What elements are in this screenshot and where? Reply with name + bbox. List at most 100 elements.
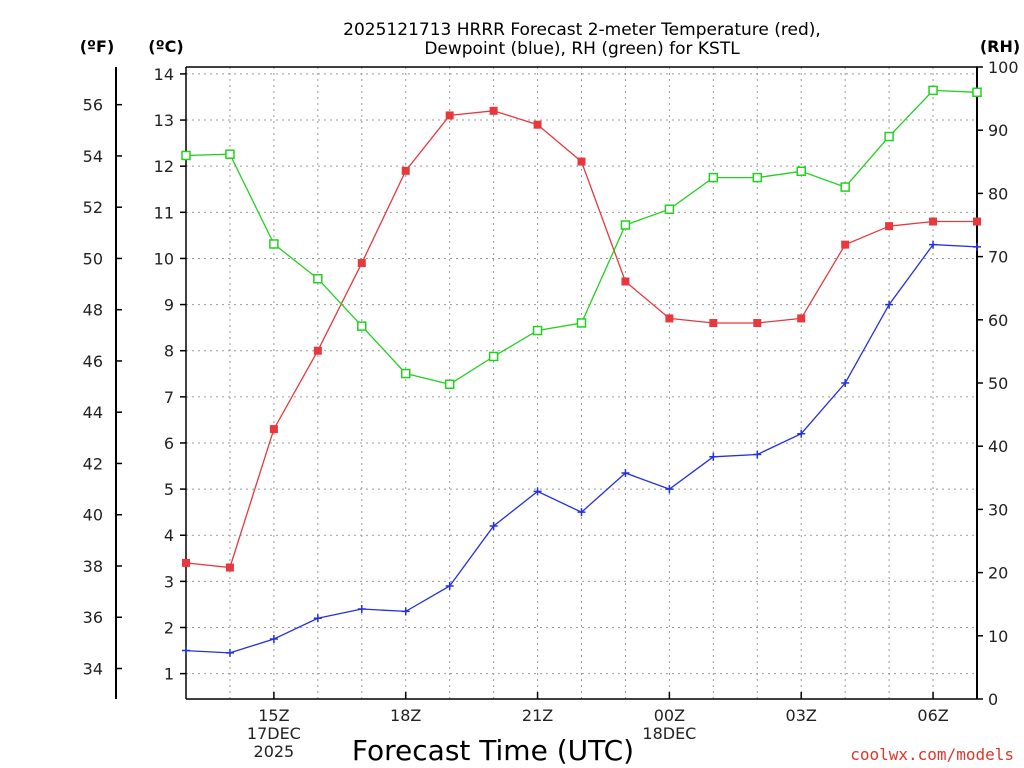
temperature-point	[973, 217, 981, 226]
rh-unit-label: (RH)	[980, 37, 1020, 56]
dewpoint-point	[489, 522, 498, 531]
temperature-point	[885, 222, 894, 231]
chart-title-line1: 2025121713 HRRR Forecast 2-meter Tempera…	[343, 20, 821, 40]
dewpoint-point	[973, 242, 981, 251]
celsius-tick-label: 3	[164, 572, 174, 591]
temperature-point	[182, 558, 190, 567]
rh-point	[444, 379, 455, 390]
rh-tick-label: 50	[988, 374, 1008, 393]
temperature-point	[621, 277, 630, 286]
rh-point	[884, 131, 894, 142]
temperature-point	[313, 346, 322, 355]
dewpoint-series-line	[185, 243, 978, 654]
fahrenheit-tick-label: 36	[83, 608, 103, 627]
x-tick-label: 17DEC	[247, 724, 301, 743]
dewpoint-point	[841, 379, 850, 387]
temperature-point	[225, 563, 234, 572]
fahrenheit-tick-label: 52	[83, 198, 103, 217]
dewpoint-point	[357, 605, 366, 614]
x-tick-label: 06Z	[917, 706, 948, 725]
rh-point	[488, 351, 499, 362]
temperature-point	[797, 314, 806, 323]
fahrenheit-tick-label: 44	[83, 403, 103, 422]
x-axis-title: Forecast Time (UTC)	[352, 734, 634, 767]
dewpoint-point	[577, 508, 586, 517]
dewpoint-point	[401, 607, 410, 616]
rh-tick-label: 60	[988, 311, 1008, 330]
celsius-tick-label: 11	[154, 203, 174, 222]
rh-tick-label: 20	[988, 564, 1008, 583]
celsius-tick-label: 14	[154, 65, 174, 84]
fahrenheit-tick-label: 38	[83, 557, 103, 576]
rh-point	[752, 172, 763, 183]
rh-tick-label: 40	[988, 437, 1008, 456]
dewpoint-point	[929, 240, 938, 249]
rh-point	[620, 220, 631, 230]
rh-tick-label: 100	[988, 58, 1019, 77]
rh-tick-label: 10	[988, 627, 1008, 646]
celsius-tick-label: 12	[154, 157, 174, 176]
rh-tick-label: 90	[988, 121, 1008, 140]
dewpoint-point	[621, 468, 630, 477]
rh-point	[357, 321, 367, 331]
dewpoint-point	[753, 450, 762, 459]
rh-tick-label: 0	[988, 690, 998, 709]
dewpoint-point	[313, 614, 322, 623]
fahrenheit-tick-label: 48	[83, 301, 103, 320]
celsius-tick-label: 5	[164, 480, 174, 499]
celsius-tick-label: 1	[164, 665, 174, 684]
tick-labels: 1234567891011121314343638404244464850525…	[83, 58, 1019, 761]
temperature-point	[841, 240, 850, 249]
rh-point	[532, 325, 543, 336]
x-tick-label: 21Z	[522, 706, 553, 725]
celsius-tick-label: 9	[164, 296, 174, 315]
dewpoint-point	[533, 487, 542, 496]
temperature-point	[533, 120, 542, 129]
temperature-point	[753, 319, 762, 328]
rh-point	[576, 318, 587, 328]
x-tick-label: 2025	[254, 742, 295, 761]
dewpoint-point	[182, 646, 190, 655]
rh-point	[269, 239, 279, 249]
rh-point	[840, 182, 850, 192]
rh-point	[181, 150, 191, 161]
chart-title-line2: Dewpoint (blue), RH (green) for KSTL	[424, 39, 740, 59]
fahrenheit-tick-label: 54	[83, 147, 103, 166]
rh-point	[313, 273, 323, 284]
celsius-tick-label: 7	[164, 388, 174, 407]
temperature-point	[577, 157, 586, 166]
dewpoint-point	[445, 581, 454, 590]
temperature-point	[929, 217, 938, 226]
celsius-tick-label: 8	[164, 342, 174, 361]
dewpoint-point	[797, 429, 806, 438]
x-tick-label: 18DEC	[642, 724, 696, 743]
fahrenheit-tick-label: 42	[83, 454, 103, 473]
celsius-tick-label: 10	[154, 249, 174, 268]
fahrenheit-tick-label: 56	[83, 96, 103, 115]
temperature-point	[401, 166, 410, 175]
x-tick-label: 15Z	[258, 706, 289, 725]
dewpoint-point	[269, 635, 278, 644]
temperature-series-line	[185, 110, 977, 569]
x-tick-label: 18Z	[390, 706, 421, 725]
celsius-tick-label: 2	[164, 618, 174, 637]
dewpoint-point	[885, 300, 894, 309]
dewpoint-point	[709, 452, 718, 461]
fahrenheit-tick-label: 34	[83, 660, 103, 679]
temperature-point	[665, 314, 674, 323]
rh-tick-label: 80	[988, 184, 1008, 203]
data-series	[181, 85, 982, 657]
temperature-point	[445, 111, 454, 120]
x-tick-label: 00Z	[654, 706, 685, 725]
rh-point	[928, 85, 938, 96]
temperature-point	[269, 425, 278, 434]
rh-point	[400, 368, 411, 379]
rh-point	[708, 172, 719, 183]
axes	[115, 66, 983, 700]
rh-point	[664, 204, 675, 214]
x-tick-label: 03Z	[786, 706, 817, 725]
dewpoint-point	[665, 485, 674, 494]
fahrenheit-tick-label: 46	[83, 352, 103, 371]
temperature-point	[357, 259, 366, 268]
